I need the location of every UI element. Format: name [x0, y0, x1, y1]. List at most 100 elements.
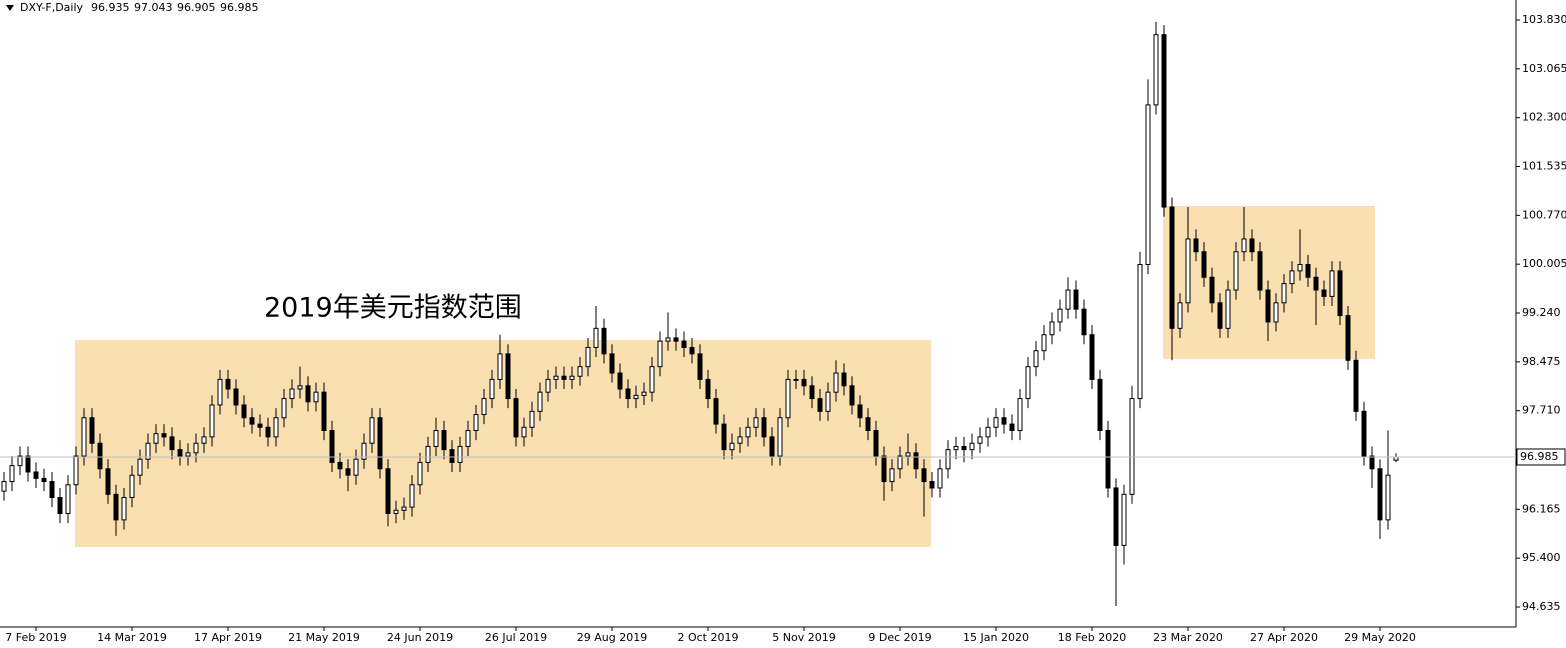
candle-body — [697, 353, 703, 380]
candle-body — [1041, 334, 1047, 352]
candle-body — [185, 452, 191, 457]
x-tick-label: 14 Mar 2019 — [97, 631, 167, 644]
candle-body — [281, 398, 287, 419]
candle-body — [945, 449, 951, 470]
candle-body — [313, 391, 319, 403]
range-box-2020 — [1163, 206, 1375, 359]
candle-body — [57, 497, 63, 514]
annotation: 2019年美元指数范围 — [264, 293, 522, 324]
y-tick-label: 94.635 — [1522, 600, 1561, 613]
candle-body — [153, 433, 159, 444]
candle-body — [561, 375, 567, 380]
candle-body — [1241, 238, 1247, 253]
candle-body — [1329, 270, 1335, 297]
candle-body — [17, 455, 23, 467]
candle-body — [1233, 251, 1239, 291]
candle-body — [961, 445, 967, 451]
candle-body — [1113, 487, 1119, 546]
candle-body — [289, 388, 295, 400]
candle-body — [873, 429, 879, 457]
candle-body — [737, 436, 743, 444]
y-tick-label: 103.830 — [1522, 13, 1566, 26]
candle-body — [921, 468, 927, 483]
candle-body — [81, 417, 87, 457]
candle-body — [769, 436, 775, 457]
candle-body — [641, 391, 647, 396]
candle-body — [489, 378, 495, 400]
candle-body — [713, 398, 719, 425]
x-tick-label: 29 Aug 2019 — [577, 631, 647, 644]
candle-body — [1369, 455, 1375, 470]
candle-body — [89, 417, 95, 444]
x-tick-label: 18 Feb 2020 — [1058, 631, 1126, 644]
candle-body — [889, 468, 895, 483]
x-tick-label: 2 Oct 2019 — [677, 631, 738, 644]
candle-body — [985, 426, 991, 438]
candle-body — [777, 417, 783, 457]
candle-body — [1385, 474, 1391, 521]
x-tick-label: 5 Nov 2019 — [772, 631, 835, 644]
candle-body — [449, 449, 455, 463]
candles — [1, 21, 1399, 607]
candle-body — [465, 429, 471, 447]
candle-body — [1009, 423, 1015, 431]
candle-body — [673, 337, 679, 342]
candle-body — [121, 497, 127, 521]
candle-body — [353, 458, 359, 476]
candle-body — [105, 468, 111, 495]
candle-body — [217, 378, 223, 406]
last-price-box — [1516, 448, 1566, 466]
low-value: 96.905 — [177, 1, 216, 14]
candle-body — [1025, 366, 1031, 400]
candle-body — [97, 442, 103, 470]
candle-body — [505, 353, 511, 400]
candle-body — [49, 481, 55, 499]
candle-body — [1289, 270, 1295, 285]
candle-body — [113, 493, 119, 521]
y-tick-label: 102.300 — [1522, 111, 1566, 124]
candle-body — [513, 398, 519, 438]
x-tick-label: 26 Jul 2019 — [485, 631, 547, 644]
candle-body — [825, 391, 831, 412]
candle-body — [529, 410, 535, 428]
candle-body — [633, 394, 639, 400]
candle-body — [33, 471, 39, 479]
candle-body — [1249, 238, 1255, 253]
candle-body — [905, 452, 911, 457]
candle-body — [1145, 104, 1151, 266]
candle-body — [129, 474, 135, 499]
candle-body — [1137, 264, 1143, 400]
candle-body — [1057, 308, 1063, 323]
candle-body — [937, 468, 943, 489]
y-tick-label: 101.535 — [1522, 160, 1566, 173]
menu-arrow[interactable] — [6, 5, 14, 11]
candle-body — [785, 378, 791, 419]
candle-body — [1169, 206, 1175, 329]
candle-body — [1001, 417, 1007, 425]
candle-body — [337, 461, 343, 470]
candle-body — [969, 442, 975, 451]
candle-body — [1305, 264, 1311, 278]
candle-body — [1033, 350, 1039, 368]
candle-body — [1097, 378, 1103, 431]
candle-body — [1321, 289, 1327, 297]
candle-body — [809, 385, 815, 400]
candle-body — [225, 378, 231, 390]
candle-body — [193, 442, 199, 454]
x-tick-label: 24 Jun 2019 — [387, 631, 453, 644]
candle-body — [161, 433, 167, 438]
candle-body — [385, 468, 391, 514]
candle-body — [1361, 410, 1367, 457]
candle-body — [409, 484, 415, 508]
candle-body — [593, 327, 599, 348]
x-tick-label: 9 Dec 2019 — [868, 631, 931, 644]
candle-body — [209, 404, 215, 438]
candle-body — [145, 442, 151, 460]
candle-body — [1185, 238, 1191, 304]
high-value: 97.043 — [134, 1, 173, 14]
candle-body — [1209, 276, 1215, 304]
last-price-label: 96.985 — [1520, 450, 1559, 463]
candle-body — [1273, 302, 1279, 323]
open-value: 96.935 — [91, 1, 130, 14]
